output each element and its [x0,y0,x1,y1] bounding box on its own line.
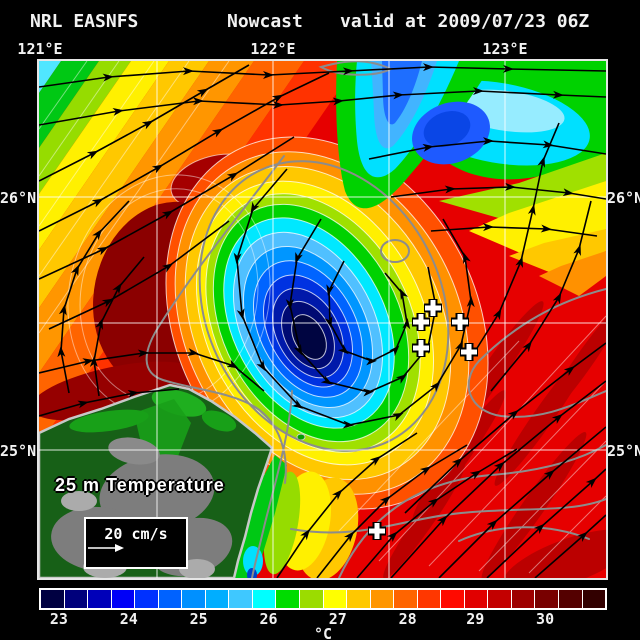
colorbar-cell [205,590,229,608]
colorbar-cells [39,588,607,610]
colorbar-tick-label: 26 [259,610,278,628]
colorbar-tick-label: 29 [466,610,485,628]
valid-time: valid at 2009/07/23 06Z [340,11,590,32]
colorbar-cell [64,590,88,608]
colorbar-cell [535,590,559,608]
lat-tick-25n-right: 25°N [607,442,640,460]
vector-scale-box: 20 cm/s [84,517,188,569]
colorbar-tick-label: 27 [328,610,347,628]
colorbar-cell [158,590,182,608]
vector-scale-arrow-icon [88,544,124,552]
colorbar-tick-label: 30 [536,610,555,628]
colorbar-ticks: 23 24 25 26 27 28 29 30 [39,610,607,628]
colorbar-cell [111,590,135,608]
colorbar-cell [135,590,158,608]
lon-tick-122e: 122°E [250,40,296,58]
colorbar-cell [252,590,276,608]
colorbar-tick-label: 24 [119,610,138,628]
colorbar-cell [370,590,394,608]
depth-variable-label: 25 m Temperature [55,475,225,495]
lon-tick-123e: 123°E [482,40,528,58]
lat-tick-25n-left: 25°N [0,442,37,460]
streamline-layer [39,63,606,578]
product-title: Nowcast [227,11,303,32]
colorbar-cell [276,590,300,608]
colorbar-cell [417,590,441,608]
colorbar-cell [582,590,606,608]
lat-tick-26n-right: 26°N [607,189,640,207]
colorbar-cell [464,590,488,608]
lon-tick-121e: 121°E [17,40,63,58]
colorbar-cell [559,590,582,608]
colorbar-cell [488,590,511,608]
temperature-map [39,61,606,578]
map-panel: 25 m Temperature 20 cm/s [37,59,608,580]
colorbar-tick-label: 23 [49,610,68,628]
vector-scale-label: 20 cm/s [104,525,168,543]
colorbar-cell [182,590,205,608]
model-title: NRL EASNFS [30,11,139,32]
colorbar-cell [41,590,64,608]
colorbar-cell [323,590,347,608]
colorbar-cell [511,590,535,608]
colorbar-cell [441,590,464,608]
colorbar-tick-label: 28 [398,610,417,628]
colorbar-cell [394,590,417,608]
colorbar-units: °C [313,625,333,640]
colorbar-tick-label: 25 [189,610,208,628]
colorbar-cell [347,590,370,608]
lat-tick-26n-left: 26°N [0,189,37,207]
colorbar-cell [88,590,111,608]
colorbar-cell [229,590,252,608]
colorbar-cell [300,590,323,608]
